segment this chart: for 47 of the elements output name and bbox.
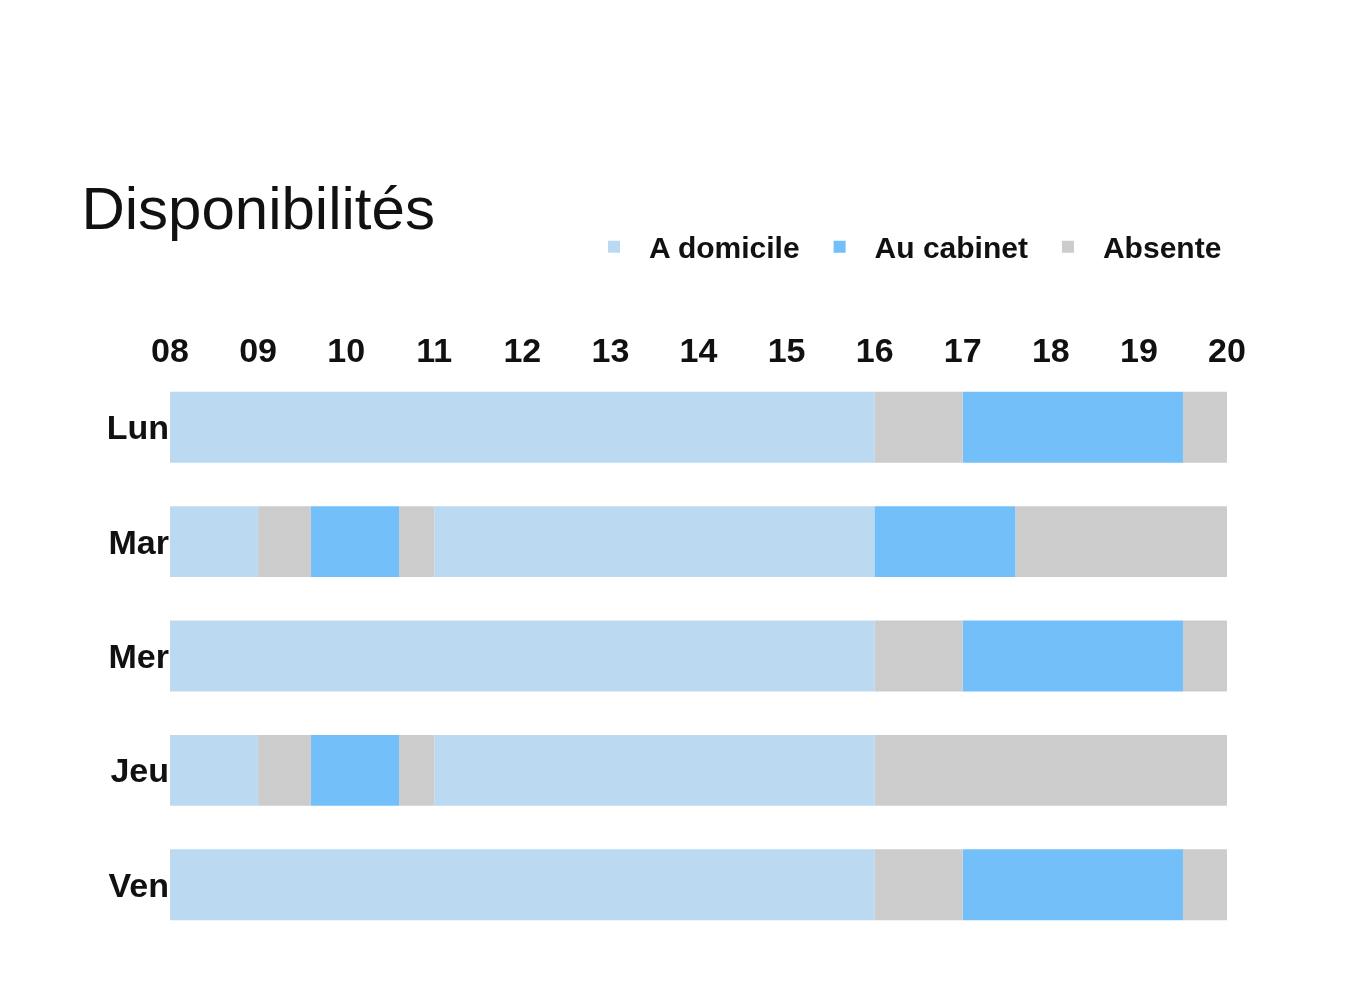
bar [874, 734, 1227, 806]
legend-label: A domicile [649, 231, 800, 265]
bar [434, 506, 875, 578]
bar [258, 506, 311, 578]
y-tick-label: Mer [108, 636, 169, 675]
x-tick-label: 14 [679, 331, 718, 370]
x-tick-label: 09 [239, 331, 277, 370]
bar [874, 506, 1016, 578]
x-tick-label: 18 [1031, 331, 1070, 370]
bar [170, 734, 259, 806]
x-tick-label: 10 [327, 331, 366, 370]
x-tick-label: 11 [416, 331, 453, 370]
x-tick-label: 12 [503, 331, 542, 370]
bar [962, 620, 1183, 692]
x-tick-label: 15 [767, 331, 806, 370]
bar [434, 734, 875, 806]
y-tick-label: Ven [108, 865, 169, 904]
bar [962, 849, 1183, 921]
x-tick-label: 16 [855, 331, 894, 370]
x-tick-label: 13 [591, 331, 630, 370]
bar [399, 734, 435, 806]
bar [170, 391, 875, 463]
x-tick-label: 17 [943, 331, 982, 370]
x-tick-label: 20 [1208, 331, 1246, 370]
bar [170, 506, 259, 578]
x-tick-label: 19 [1120, 331, 1158, 370]
bar [170, 620, 875, 692]
bar [310, 734, 400, 806]
bar [874, 391, 963, 463]
bar [874, 849, 963, 921]
bar [399, 506, 435, 578]
bar [874, 620, 963, 692]
bar [170, 849, 875, 921]
legend-label: Au cabinet [874, 231, 1028, 265]
bar [1182, 849, 1227, 921]
bar [1182, 620, 1227, 692]
bar [258, 734, 311, 806]
chart-title: Disponibilités [81, 175, 435, 243]
bar [1182, 391, 1227, 463]
bar [962, 391, 1183, 463]
y-tick-label: Lun [106, 408, 169, 447]
legend-label: Absente [1102, 231, 1222, 265]
bar [310, 506, 400, 578]
x-tick-label: 08 [151, 331, 189, 370]
bar [1015, 506, 1227, 578]
y-tick-label: Jeu [110, 751, 169, 790]
y-tick-label: Mar [108, 522, 169, 561]
